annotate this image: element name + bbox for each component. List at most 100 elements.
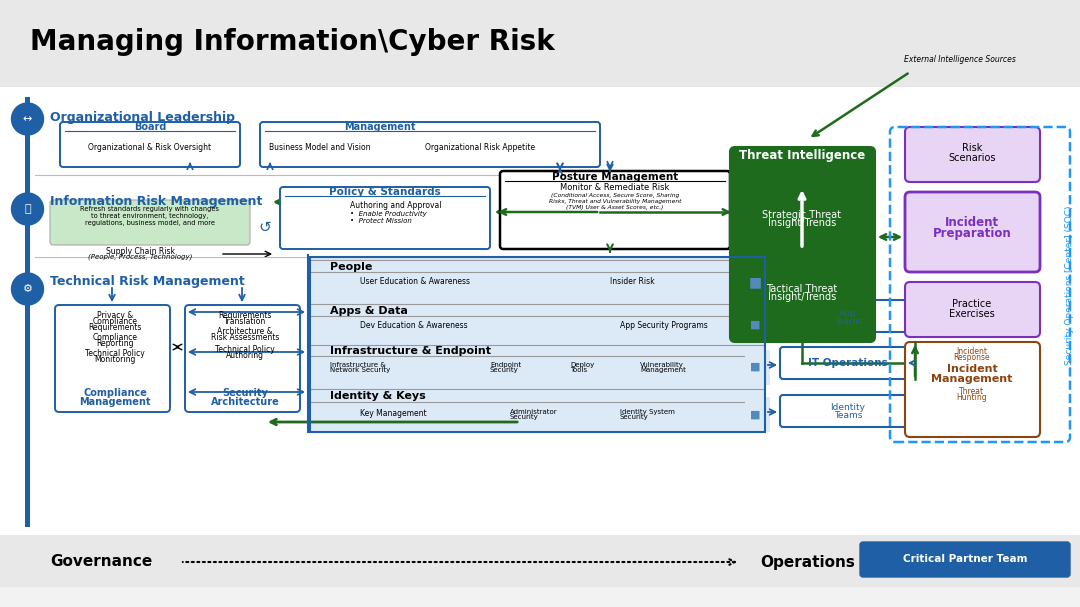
Bar (745, 307, 770, 342)
FancyBboxPatch shape (780, 300, 915, 332)
Text: Business Model and Vision: Business Model and Vision (269, 143, 370, 152)
Text: Insight/Trends: Insight/Trends (768, 218, 836, 228)
Text: Insider Risk: Insider Risk (610, 277, 654, 287)
Text: Organizational Risk Appetite: Organizational Risk Appetite (424, 143, 535, 152)
Text: Critical Partner Team: Critical Partner Team (903, 555, 1027, 565)
Text: (TVM) User & Asset Scores, etc.): (TVM) User & Asset Scores, etc.) (566, 206, 664, 211)
FancyBboxPatch shape (260, 122, 600, 167)
Text: Supply Chain Risk: Supply Chain Risk (106, 246, 175, 256)
Text: App: App (839, 310, 856, 319)
Text: Response: Response (954, 353, 990, 362)
Text: Monitoring: Monitoring (94, 354, 136, 364)
Text: (Conditional Access, Secure Score, Sharing: (Conditional Access, Secure Score, Shari… (551, 194, 679, 198)
Bar (745, 262, 770, 302)
Text: App Security Programs: App Security Programs (620, 320, 707, 330)
Bar (0, 87, 1080, 537)
Bar (0, 0, 1080, 87)
Text: Network Security: Network Security (330, 367, 390, 373)
Text: Privacy &: Privacy & (97, 311, 133, 319)
Text: Technical Policy: Technical Policy (215, 345, 275, 353)
Text: Compliance: Compliance (93, 316, 137, 325)
Text: ■: ■ (750, 362, 760, 372)
Text: Organizational & Risk Oversight: Organizational & Risk Oversight (89, 143, 212, 152)
Text: Administrator: Administrator (510, 409, 557, 415)
FancyBboxPatch shape (905, 192, 1040, 272)
Text: Dev Education & Awareness: Dev Education & Awareness (360, 320, 468, 330)
Text: Teams: Teams (834, 412, 862, 421)
Text: Strategic Threat: Strategic Threat (762, 210, 841, 220)
Text: Threat: Threat (959, 387, 985, 396)
Text: to threat environment, technology,: to threat environment, technology, (92, 213, 208, 219)
Text: Technical Risk Management: Technical Risk Management (50, 276, 245, 288)
Text: Architecture: Architecture (211, 397, 280, 407)
FancyBboxPatch shape (780, 347, 915, 379)
Text: Identity & Keys: Identity & Keys (330, 391, 426, 401)
Text: Teams: Teams (834, 317, 862, 327)
Text: Scenarios: Scenarios (948, 153, 996, 163)
FancyBboxPatch shape (55, 305, 170, 412)
FancyBboxPatch shape (280, 187, 490, 249)
Text: Posture Management: Posture Management (552, 172, 678, 182)
Text: Security Operations [Center] (SOC): Security Operations [Center] (SOC) (1066, 205, 1075, 365)
FancyBboxPatch shape (185, 305, 300, 412)
Bar (25, 97, 30, 527)
Text: Management: Management (640, 367, 686, 373)
Text: (People, Process, Technology): (People, Process, Technology) (87, 254, 192, 260)
Text: Risk Assessments: Risk Assessments (211, 333, 280, 342)
FancyBboxPatch shape (50, 200, 249, 245)
Text: ↔: ↔ (23, 114, 32, 124)
Text: Management: Management (345, 122, 416, 132)
Text: regulations, business model, and more: regulations, business model, and more (85, 220, 215, 226)
Text: Architecture &: Architecture & (217, 328, 273, 336)
Text: People: People (330, 262, 373, 272)
Text: Authoring and Approval: Authoring and Approval (350, 202, 442, 211)
Text: Risk: Risk (962, 143, 982, 153)
FancyBboxPatch shape (905, 282, 1040, 337)
Text: IT Operations: IT Operations (808, 358, 888, 368)
Text: Tactical Threat: Tactical Threat (767, 284, 838, 294)
Text: Vulnerability: Vulnerability (640, 362, 684, 368)
Circle shape (12, 273, 43, 305)
Text: Management: Management (79, 397, 151, 407)
Text: Information Risk Management: Information Risk Management (50, 195, 262, 208)
Text: ↺: ↺ (258, 220, 271, 234)
Text: Operations: Operations (760, 555, 855, 569)
Text: Management: Management (931, 374, 1013, 384)
FancyBboxPatch shape (500, 171, 730, 249)
Circle shape (12, 103, 43, 135)
Bar (0, 535, 1080, 587)
Text: ■: ■ (750, 410, 760, 420)
FancyBboxPatch shape (905, 342, 1040, 437)
Text: Compliance: Compliance (93, 333, 137, 342)
Text: Organizational Leadership: Organizational Leadership (50, 110, 235, 123)
Text: Incident: Incident (945, 215, 999, 228)
Text: ■: ■ (748, 275, 761, 289)
Text: Identity: Identity (831, 404, 865, 413)
Text: •  Protect Mission: • Protect Mission (350, 218, 411, 224)
Text: Board: Board (134, 122, 166, 132)
FancyBboxPatch shape (730, 147, 875, 342)
FancyBboxPatch shape (60, 122, 240, 167)
Text: Security: Security (620, 414, 649, 420)
Bar (745, 350, 770, 385)
Text: Incident: Incident (947, 364, 997, 374)
Text: Security: Security (490, 367, 518, 373)
Text: Security: Security (510, 414, 539, 420)
Text: Identity System: Identity System (620, 409, 675, 415)
Text: Reporting: Reporting (96, 339, 134, 347)
Text: Endpoint: Endpoint (490, 362, 522, 368)
Text: Key Management: Key Management (360, 410, 427, 418)
Bar (745, 397, 770, 432)
Text: Requirements: Requirements (89, 322, 141, 331)
Text: Infrastructure & Endpoint: Infrastructure & Endpoint (330, 346, 491, 356)
Text: Translation: Translation (224, 316, 266, 325)
Text: External Intelligence Sources: External Intelligence Sources (904, 55, 1016, 64)
FancyBboxPatch shape (905, 127, 1040, 182)
Text: Incident: Incident (957, 347, 987, 356)
Text: Governance: Governance (50, 555, 152, 569)
Text: Managing Information\Cyber Risk: Managing Information\Cyber Risk (30, 28, 555, 56)
Text: Threat Intelligence: Threat Intelligence (739, 149, 865, 161)
Text: Apps & Data: Apps & Data (330, 306, 408, 316)
Text: Technical Policy: Technical Policy (85, 348, 145, 358)
Text: Insight/Trends: Insight/Trends (768, 292, 836, 302)
